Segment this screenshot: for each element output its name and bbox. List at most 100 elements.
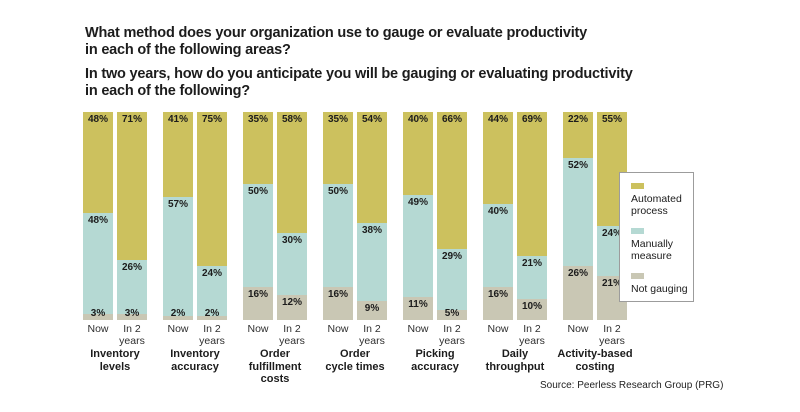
segment-manually-measure: 50% xyxy=(323,184,353,288)
segment-manually-measure: 38% xyxy=(357,223,387,302)
segment-value-label: 16% xyxy=(487,288,508,300)
segment-value-label: 16% xyxy=(247,289,268,301)
segment-manually-measure: 49% xyxy=(403,195,433,298)
segment-not-gauging: 16% xyxy=(243,287,273,320)
segment-not-gauging: 12% xyxy=(277,295,307,320)
segment-value-label: 35% xyxy=(247,114,268,125)
axis-label-in_2_years: In 2 years xyxy=(439,323,465,347)
segment-value-label: 38% xyxy=(361,225,382,237)
segment-manually-measure: 50% xyxy=(243,184,273,288)
category-label-inventory-levels: Inventory levels xyxy=(90,348,140,373)
bar-group-daily-throughput: 44% 40% 16% Now 69% 21% 10% In 2 years Daily throu… xyxy=(483,112,547,373)
segment-not-gauging: 16% xyxy=(323,287,353,320)
segment-value-label: 3% xyxy=(90,308,106,319)
not-gauging-swatch xyxy=(631,273,644,279)
axis-label-in_2_years: In 2 years xyxy=(599,323,625,347)
segment-value-label: 12% xyxy=(281,297,302,309)
segment-automated-process: 71% xyxy=(117,112,147,260)
segment-automated-process: 69% xyxy=(517,112,547,256)
segment-value-label: 75% xyxy=(201,114,222,125)
bar-now-picking-accuracy: 40% 49% 11% xyxy=(403,112,433,320)
segment-manually-measure: 40% xyxy=(483,203,513,287)
segment-automated-process: 40% xyxy=(403,112,433,196)
segment-value-label: 44% xyxy=(487,114,508,125)
bar-group-activity-based-costing: 22% 52% 26% Now 55% 24% 21% In 2 years Activity-b… xyxy=(557,112,633,373)
category-label-order-cycle-times: Order cycle times xyxy=(325,348,385,373)
segment-value-label: 55% xyxy=(601,114,622,125)
segment-value-label: 11% xyxy=(408,299,428,311)
segment-automated-process: 66% xyxy=(437,112,467,250)
segment-value-label: 48% xyxy=(87,214,108,226)
segment-value-label: 2% xyxy=(204,308,220,319)
segment-manually-measure: 30% xyxy=(277,232,307,296)
question-1-line-1: What method does your organization use t… xyxy=(85,25,588,41)
segment-automated-process: 22% xyxy=(563,112,593,158)
segment-not-gauging: 26% xyxy=(563,265,593,320)
segment-value-label: 2% xyxy=(170,307,186,319)
segment-automated-process: 35% xyxy=(323,112,353,185)
axis-label-in_2_years: In 2 years xyxy=(279,323,305,347)
segment-value-label: 49% xyxy=(407,197,428,209)
segment-manually-measure: 57% xyxy=(163,197,193,316)
bar-now-inventory-accuracy: 41% 57% 2% xyxy=(163,112,193,320)
segment-automated-process: 35% xyxy=(243,112,273,185)
question-2-line-2: in each of the following? xyxy=(85,82,250,99)
bar-in_2_years-inventory-levels: 71% 26% 3% xyxy=(117,112,147,320)
bar-group-order-cycle-times: 35% 50% 16% Now 54% 38% 9% In 2 years Order cycle … xyxy=(323,112,387,373)
segment-value-label: 22% xyxy=(567,114,588,125)
segment-value-label: 57% xyxy=(167,199,188,211)
segment-manually-measure: 26% xyxy=(117,259,147,314)
segment-not-gauging: 16% xyxy=(483,286,513,320)
segment-not-gauging: 2% xyxy=(197,308,227,320)
segment-manually-measure: 48% xyxy=(83,212,113,314)
segment-value-label: 26% xyxy=(567,267,588,279)
segment-not-gauging: 5% xyxy=(437,308,467,320)
legend-label-not-gauging: Not gauging xyxy=(631,283,688,295)
category-label-inventory-accuracy: Inventory accuracy xyxy=(170,348,220,373)
segment-not-gauging: 11% xyxy=(403,297,433,320)
segment-value-label: 35% xyxy=(327,114,348,125)
bar-in_2_years-picking-accuracy: 66% 29% 5% xyxy=(437,112,467,320)
legend-label-manually-measure: Manually measure xyxy=(631,238,674,262)
question-1-line-2: in each of the following areas? xyxy=(85,41,291,58)
segment-value-label: 24% xyxy=(201,268,222,280)
segment-value-label: 58% xyxy=(281,114,302,125)
legend-box: Automated process Manually measure Not gaugi… xyxy=(619,172,694,302)
segment-value-label: 3% xyxy=(124,308,140,319)
axis-label-now: Now xyxy=(87,323,109,335)
segment-value-label: 52% xyxy=(567,159,588,171)
segment-value-label: 30% xyxy=(281,234,302,246)
bar-in_2_years-order-cycle-times: 54% 38% 9% xyxy=(357,112,387,320)
segment-value-label: 50% xyxy=(327,186,348,198)
category-label-order-fulfillment-costs: Order fulfillment costs xyxy=(248,348,302,385)
bar-now-activity-based-costing: 22% 52% 26% xyxy=(563,112,593,320)
bar-group-inventory-accuracy: 41% 57% 2% Now 75% 24% 2% In 2 years Inventory acc… xyxy=(163,112,227,373)
segment-value-label: 40% xyxy=(407,114,428,125)
category-label-picking-accuracy: Picking accuracy xyxy=(411,348,459,373)
segment-not-gauging: 2% xyxy=(163,308,193,320)
legend-item-automated-process: Automated process xyxy=(631,183,689,217)
segment-value-label: 69% xyxy=(521,114,542,125)
segment-value-label: 26% xyxy=(121,261,142,273)
bar-group-picking-accuracy: 40% 49% 11% Now 66% 29% 5% In 2 years Picking accu… xyxy=(403,112,467,373)
bar-in_2_years-order-fulfillment-costs: 58% 30% 12% xyxy=(277,112,307,320)
source-credit: Source: Peerless Research Group (PRG) xyxy=(540,380,724,391)
bar-group-inventory-levels: 48% 48% 3% Now 71% 26% 3% In 2 years Inventory lev… xyxy=(83,112,147,373)
segment-value-label: 40% xyxy=(487,205,508,217)
axis-label-now: Now xyxy=(567,323,589,335)
legend-item-manually-measure: Manually measure xyxy=(631,228,689,262)
segment-not-gauging: 3% xyxy=(117,308,147,320)
segment-value-label: 9% xyxy=(364,303,380,315)
legend-item-not-gauging: Not gauging xyxy=(631,273,689,295)
segment-value-label: 50% xyxy=(247,186,268,198)
bar-in_2_years-inventory-accuracy: 75% 24% 2% xyxy=(197,112,227,320)
segment-automated-process: 48% xyxy=(83,112,113,213)
bar-group-order-fulfillment-costs: 35% 50% 16% Now 58% 30% 12% In 2 years Order fulfi… xyxy=(243,112,307,385)
segment-value-label: 54% xyxy=(361,114,382,125)
bar-now-daily-throughput: 44% 40% 16% xyxy=(483,112,513,320)
axis-label-now: Now xyxy=(247,323,269,335)
segment-manually-measure: 29% xyxy=(437,249,467,310)
axis-label-now: Now xyxy=(487,323,509,335)
segment-automated-process: 75% xyxy=(197,112,227,267)
